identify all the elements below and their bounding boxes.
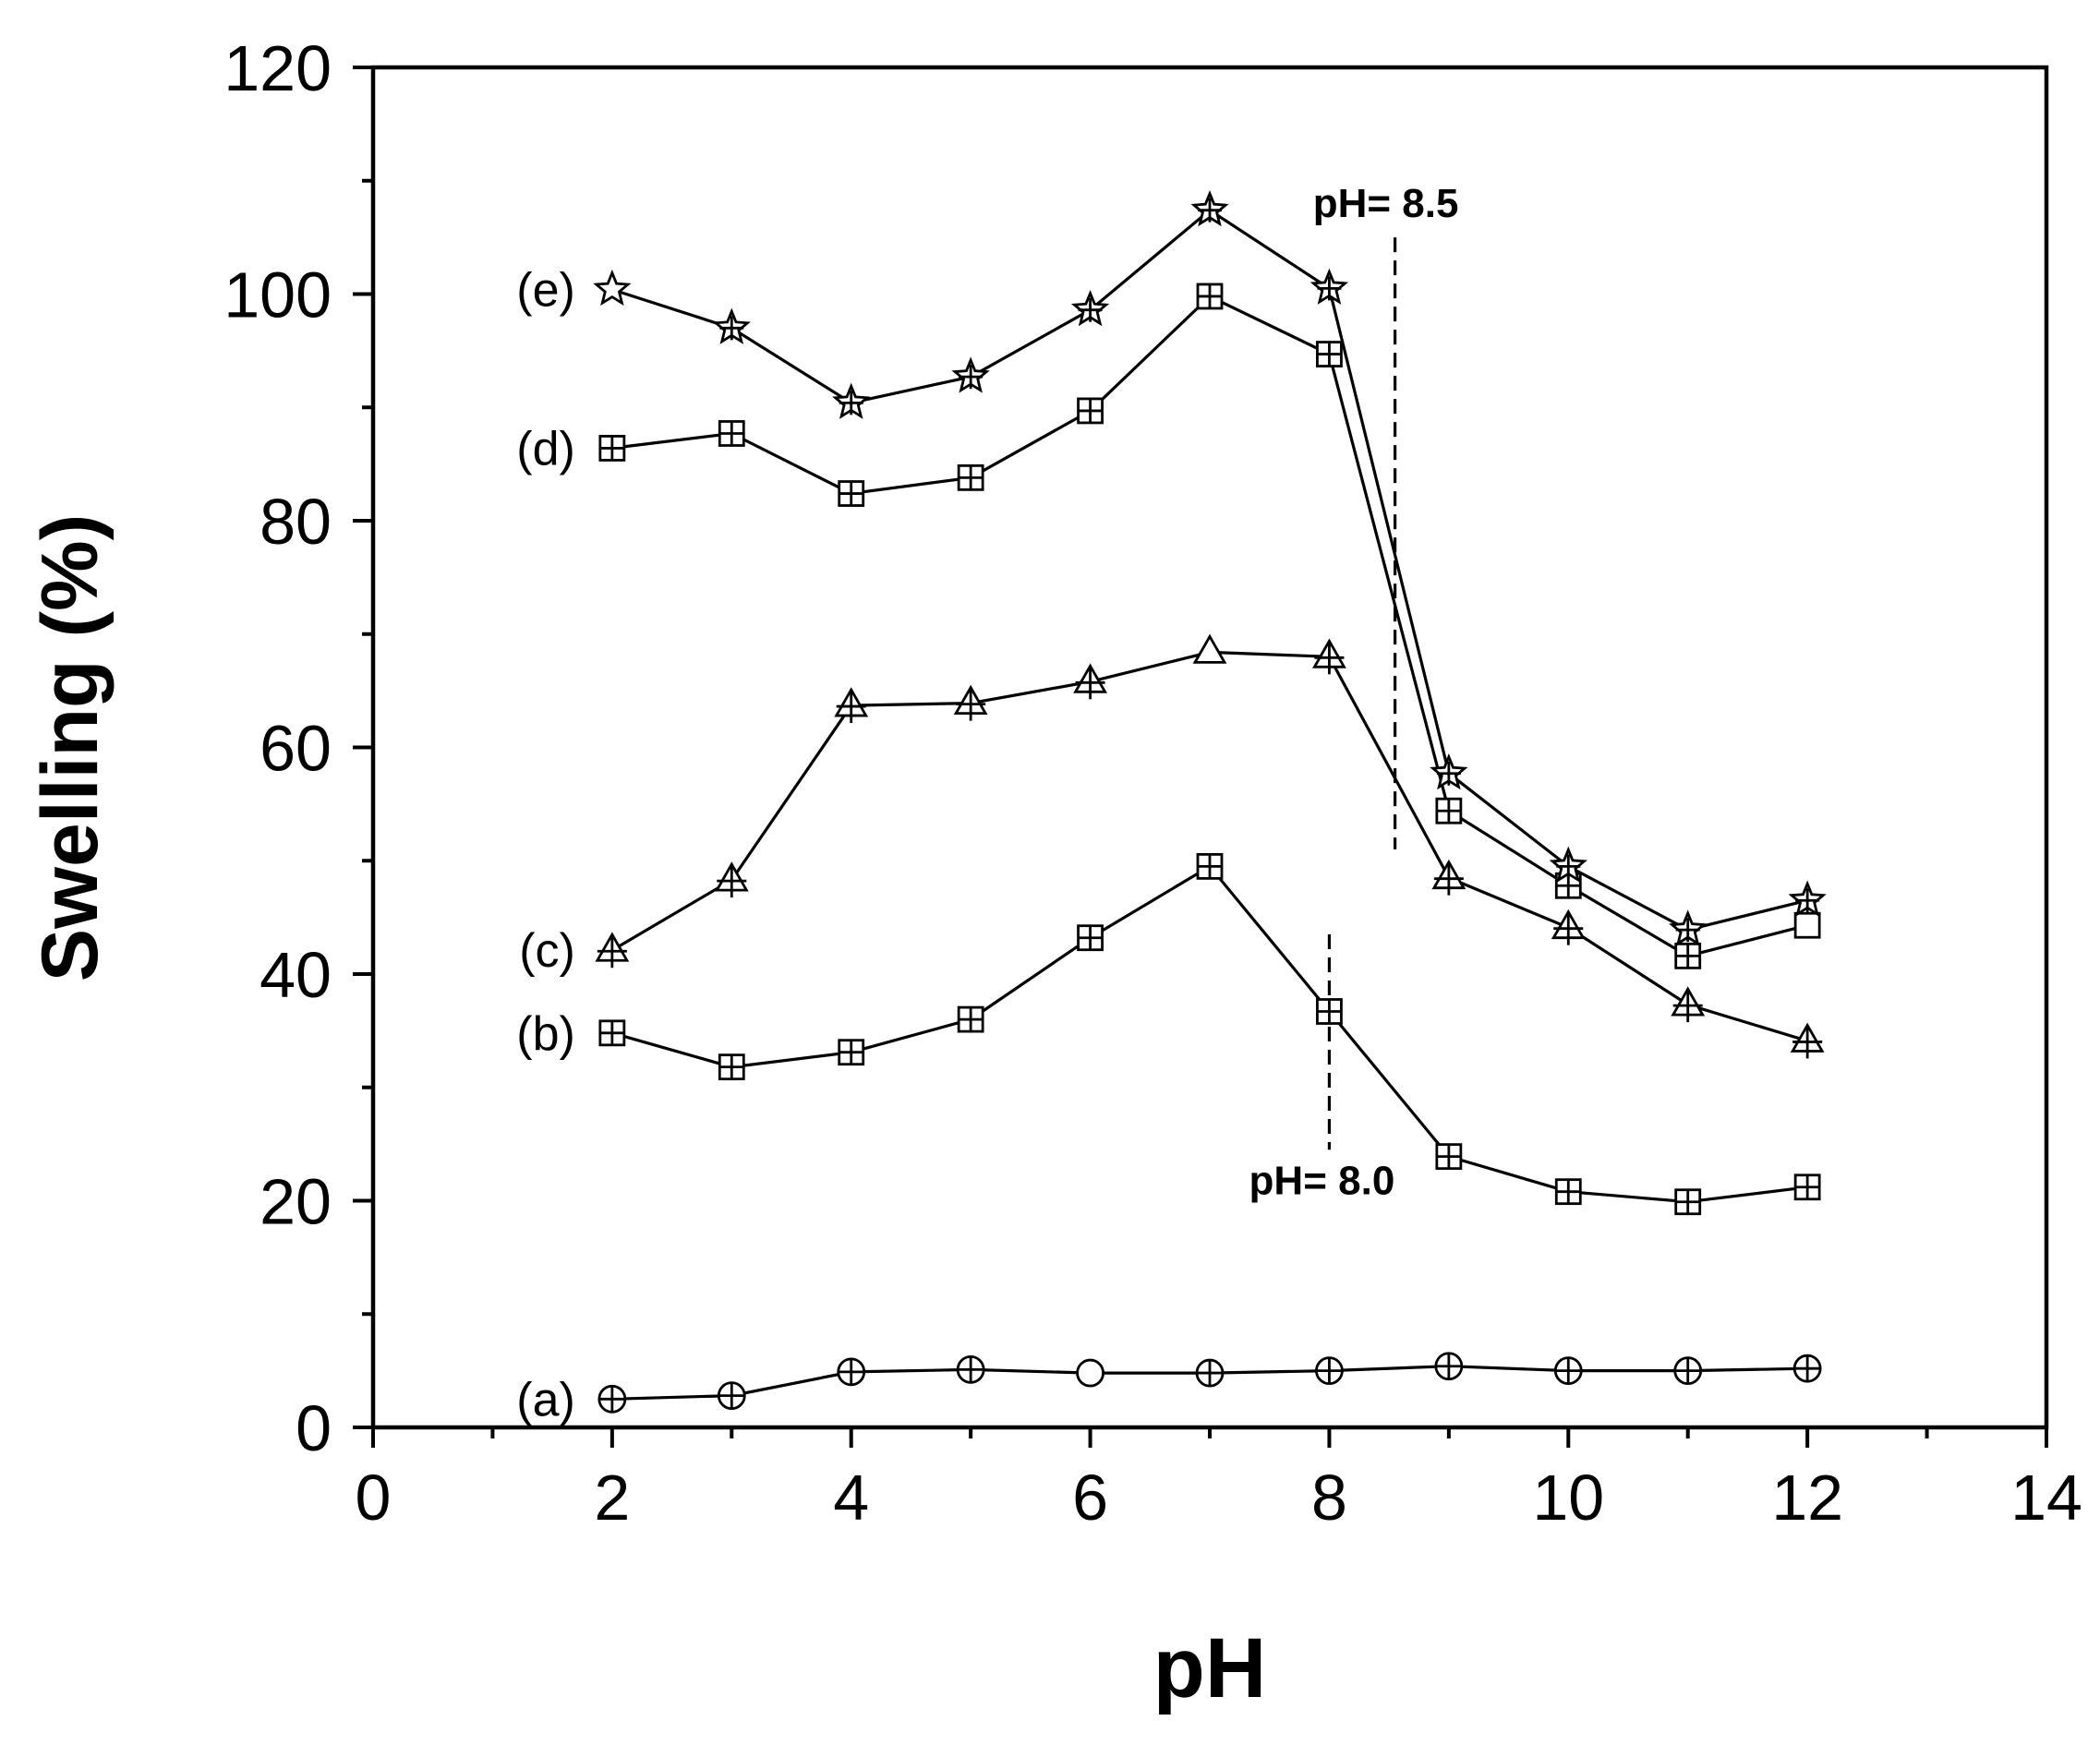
series-c: [595, 633, 1825, 1059]
series-line: [611, 650, 1808, 1042]
x-tick-label: 10: [1532, 1462, 1604, 1534]
series-d: [598, 283, 1821, 969]
y-tick-label: 80: [259, 486, 332, 558]
series-label: (d): [516, 422, 575, 475]
annotation-label: pH= 8.0: [1249, 1158, 1395, 1203]
x-tick-label: 6: [1072, 1462, 1108, 1534]
axis-ticks: 0 2 4 6 8 10 12 14 0 20 40 60 80 100 120: [223, 32, 2082, 1534]
series-e: [593, 189, 1827, 946]
annotations: pH= 8.5 pH= 8.0: [1249, 181, 1459, 1203]
y-tick-label: 40: [259, 939, 332, 1011]
y-tick-label: 0: [296, 1392, 332, 1464]
x-tick-label: 4: [833, 1462, 869, 1534]
data-point: [1192, 633, 1227, 664]
y-tick-label: 120: [223, 32, 332, 104]
data-point: [1076, 1358, 1104, 1388]
x-axis-title: pH: [1153, 1621, 1267, 1715]
series-labels: (a) (b) (c) (d) (e): [516, 264, 575, 1427]
y-tick-label: 60: [259, 713, 332, 785]
x-tick-label: 14: [2010, 1462, 2082, 1534]
y-axis-title: Swelling (%): [26, 514, 115, 981]
plot-frame: [370, 65, 2049, 1430]
series-label: (a): [516, 1373, 575, 1426]
annotation-label: pH= 8.5: [1313, 181, 1459, 226]
x-tick-label: 2: [594, 1462, 630, 1534]
series-b: [598, 852, 1821, 1216]
series-a: [597, 1352, 1822, 1414]
series-label: (b): [516, 1007, 575, 1061]
data-point: [1793, 911, 1821, 939]
x-tick-label: 0: [356, 1462, 392, 1534]
series-label: (e): [516, 264, 575, 318]
data-point: [593, 269, 632, 307]
series-line: [611, 864, 1808, 1204]
y-tick-label: 100: [223, 259, 332, 331]
y-tick-label: 20: [259, 1166, 332, 1238]
data-series: [593, 189, 1827, 1414]
series-label: (c): [519, 924, 575, 978]
series-line: [611, 208, 1808, 932]
x-tick-label: 12: [1771, 1462, 1843, 1534]
x-tick-label: 8: [1311, 1462, 1347, 1534]
